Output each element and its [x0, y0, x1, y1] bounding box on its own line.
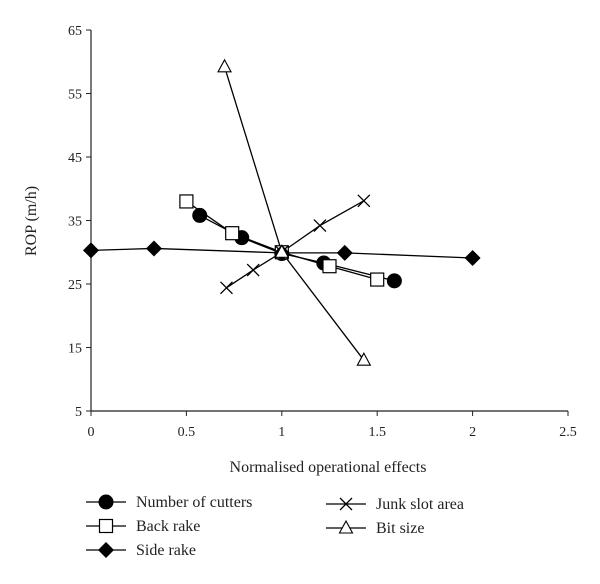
data-point-side-rake — [145, 240, 162, 257]
x-tick-label: 2 — [469, 425, 476, 440]
legend-label: Number of cutters — [136, 494, 252, 511]
data-point-side-rake — [83, 242, 99, 259]
y-tick-label: 35 — [68, 215, 82, 230]
legend-marker — [339, 497, 353, 511]
series-line-bit-size — [223, 66, 365, 361]
data-point-bit-size — [274, 244, 290, 258]
legend-item-side-rake: Side rake — [86, 542, 196, 559]
x-tick-label: 2.5 — [559, 425, 577, 440]
marker-diamond — [83, 242, 99, 259]
x-tick-label: 0 — [88, 425, 95, 440]
legend-marker — [98, 494, 114, 510]
legend-label: Bit size — [376, 520, 424, 537]
data-point-junk-slot-area — [313, 219, 327, 233]
data-point-number-of-cutters — [386, 273, 402, 289]
y-tick-label: 55 — [68, 88, 82, 103]
legend-label: Junk slot area — [376, 496, 464, 513]
legend-item-back-rake: Back rake — [86, 518, 200, 535]
marker-diamond — [336, 244, 353, 261]
marker-cross — [220, 281, 233, 295]
x-tick-label: 1 — [278, 425, 285, 440]
marker-diamond — [464, 249, 481, 266]
legend-marker — [338, 519, 354, 534]
data-point-back-rake — [179, 194, 194, 209]
marker-diamond — [98, 542, 114, 558]
series-line-number-of-cutters — [199, 214, 395, 282]
marker-square — [322, 259, 337, 274]
legend-item-number-of-cutters: Number of cutters — [86, 494, 252, 511]
data-point-back-rake — [322, 259, 337, 274]
ticks: 0 0.5 1 1.5 2 2.5 5 15 25 35 45 55 65 — [68, 24, 577, 440]
data-point-side-rake — [464, 249, 481, 266]
series-markers — [83, 58, 481, 366]
data-point-bit-size — [217, 58, 232, 73]
marker-circle — [98, 494, 114, 510]
legend-marker — [98, 518, 114, 534]
y-axis-title: ROP (m/h) — [23, 186, 40, 256]
legend: Number of cutters Back rake Side rake Junk … — [86, 494, 464, 559]
data-point-number-of-cutters — [192, 207, 208, 223]
legend-label: Back rake — [136, 518, 200, 535]
marker-square — [370, 272, 385, 287]
x-tick-label: 1.5 — [368, 425, 386, 440]
data-point-junk-slot-area — [357, 194, 371, 208]
y-tick-label: 25 — [68, 278, 82, 293]
marker-square — [98, 518, 114, 534]
series-lines — [90, 66, 473, 361]
series-line-back-rake — [186, 200, 378, 281]
data-point-bit-size — [356, 352, 372, 366]
y-tick-label: 15 — [68, 342, 82, 357]
legend-label: Side rake — [136, 542, 196, 559]
x-tick-label: 0.5 — [178, 425, 196, 440]
data-point-back-rake — [225, 226, 240, 241]
legend-item-bit-size: Bit size — [326, 519, 424, 537]
y-tick-label: 5 — [75, 405, 82, 420]
marker-triangle — [356, 352, 372, 366]
data-point-junk-slot-area — [220, 281, 233, 295]
y-tick-label: 65 — [68, 24, 82, 39]
data-point-back-rake — [370, 272, 385, 287]
marker-circle — [192, 207, 208, 223]
data-point-junk-slot-area — [246, 263, 260, 277]
marker-diamond — [145, 240, 162, 257]
data-point-side-rake — [336, 244, 353, 261]
marker-cross — [357, 194, 371, 208]
marker-square — [225, 226, 240, 241]
legend-marker — [98, 542, 114, 558]
marker-square — [179, 194, 194, 209]
marker-triangle — [338, 519, 354, 534]
marker-circle — [386, 273, 402, 289]
marker-cross — [246, 263, 260, 277]
marker-cross — [339, 497, 353, 511]
marker-cross — [313, 219, 327, 233]
x-axis-title: Normalised operational effects — [230, 459, 427, 476]
y-tick-label: 45 — [68, 151, 82, 166]
marker-triangle — [217, 58, 232, 73]
series-line-junk-slot-area — [226, 200, 365, 289]
marker-triangle — [274, 244, 290, 258]
legend-item-junk-slot-area: Junk slot area — [326, 496, 464, 513]
